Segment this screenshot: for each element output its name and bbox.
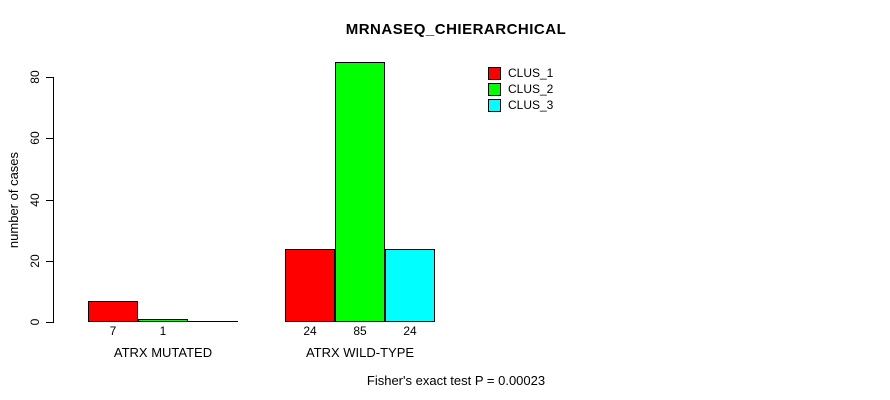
legend-swatch-icon [488,82,501,96]
bar-clus_1-1 [88,301,138,322]
bar-value-label: 1 [159,324,167,338]
y-tick [46,200,53,201]
legend-label: CLUS_1 [508,65,554,80]
category-label-1: ATRX MUTATED [113,345,213,360]
y-tick [46,261,53,262]
fisher-test-annotation: Fisher's exact test P = 0.00023 [366,373,546,388]
y-tick-label: 20 [28,254,42,268]
chart-title: MRNASEQ_CHIERARCHICAL [345,21,567,38]
y-tick [46,138,53,139]
y-axis-title: number of cases [6,151,21,249]
bar-clus_3-1-zero [188,321,238,322]
bar-value-label: 85 [353,324,367,338]
bar-value-label: 24 [403,324,417,338]
legend-label: CLUS_2 [508,81,554,96]
y-tick [46,77,53,78]
legend-row-clus_1: CLUS_1 [488,65,553,81]
legend-label: CLUS_3 [508,97,554,112]
category-label-2: ATRX WILD-TYPE [305,345,415,360]
bar-clus_1-2 [285,249,335,322]
legend-row-clus_3: CLUS_3 [488,97,553,113]
bar-clus_2-2 [335,62,385,322]
legend-swatch-icon [488,98,501,112]
legend-row-clus_2: CLUS_2 [488,81,553,97]
bar-value-label: 24 [303,324,317,338]
y-tick-label: 80 [28,70,42,84]
legend: CLUS_1 CLUS_2 CLUS_3 [488,65,553,113]
y-tick [46,322,53,323]
y-tick-label: 0 [28,318,42,326]
y-tick-label: 40 [28,193,42,207]
bar-value-label: 7 [109,324,117,338]
legend-swatch-icon [488,66,501,80]
y-tick-label: 60 [28,131,42,145]
bar-clus_3-2 [385,249,435,322]
y-axis-line [53,77,54,323]
bar-clus_2-1 [138,319,188,322]
